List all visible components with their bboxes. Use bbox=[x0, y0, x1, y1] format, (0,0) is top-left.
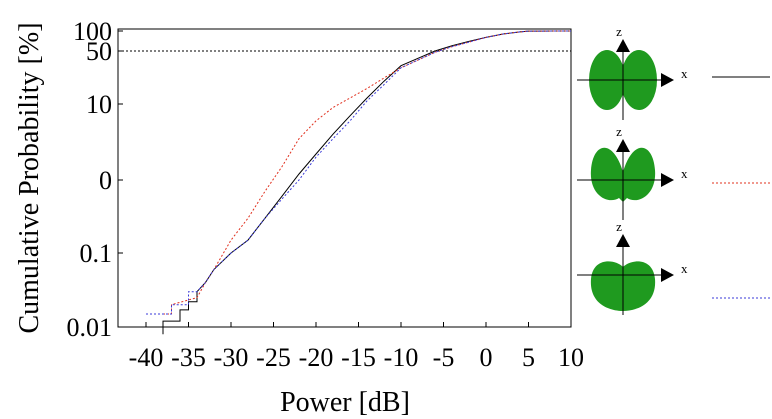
legend-x-label: x bbox=[681, 261, 688, 276]
y-tick-label: 10 bbox=[86, 90, 112, 119]
x-tick-label: -35 bbox=[171, 343, 206, 372]
y-tick-label: 50 bbox=[86, 37, 112, 66]
legend-z-label: z bbox=[616, 124, 622, 139]
x-tick-label: 10 bbox=[558, 343, 584, 372]
x-tick-label: 0 bbox=[480, 343, 493, 372]
plot-frame bbox=[117, 28, 572, 328]
x-tick-label: 5 bbox=[522, 343, 535, 372]
ticks: -40 -35 -30 -25 -20 -15 -10 -5 0 5 100.010.1010501… bbox=[67, 17, 585, 372]
x-axis-title: Power [dB] bbox=[280, 387, 410, 418]
legend-z-label: z bbox=[616, 24, 622, 39]
legend-entry-3: zx bbox=[577, 219, 770, 315]
series-line-3 bbox=[146, 30, 572, 315]
legend-x-label: x bbox=[681, 66, 688, 81]
y-tick-label: 0.01 bbox=[67, 313, 113, 342]
legend-entry-2: zx bbox=[577, 124, 770, 220]
x-tick-label: -40 bbox=[129, 343, 164, 372]
y-tick-label: 0 bbox=[99, 166, 112, 195]
y-tick-label: 100 bbox=[73, 17, 112, 46]
series-line-2 bbox=[163, 30, 572, 315]
y-tick-label: 0.1 bbox=[80, 239, 113, 268]
x-axis-arrow-icon bbox=[661, 73, 674, 87]
y-axis-title: Cumulative Probability [%] bbox=[14, 22, 45, 333]
z-axis-arrow-icon bbox=[616, 234, 630, 247]
x-tick-label: -15 bbox=[341, 343, 376, 372]
x-tick-label: -10 bbox=[384, 343, 419, 372]
legend-z-label: z bbox=[616, 219, 622, 234]
x-tick-label: -20 bbox=[299, 343, 334, 372]
legend-entry-1: zx bbox=[577, 24, 770, 120]
z-axis-arrow-icon bbox=[616, 139, 630, 152]
x-axis-arrow-icon bbox=[661, 173, 674, 187]
x-tick-label: -5 bbox=[433, 343, 455, 372]
legend-x-label: x bbox=[681, 166, 688, 181]
x-tick-label: -25 bbox=[256, 343, 291, 372]
series-line-1 bbox=[162, 30, 571, 335]
x-tick-label: -30 bbox=[214, 343, 249, 372]
x-axis-arrow-icon bbox=[661, 268, 674, 282]
series-lines bbox=[146, 30, 572, 335]
z-axis-arrow-icon bbox=[616, 39, 630, 52]
